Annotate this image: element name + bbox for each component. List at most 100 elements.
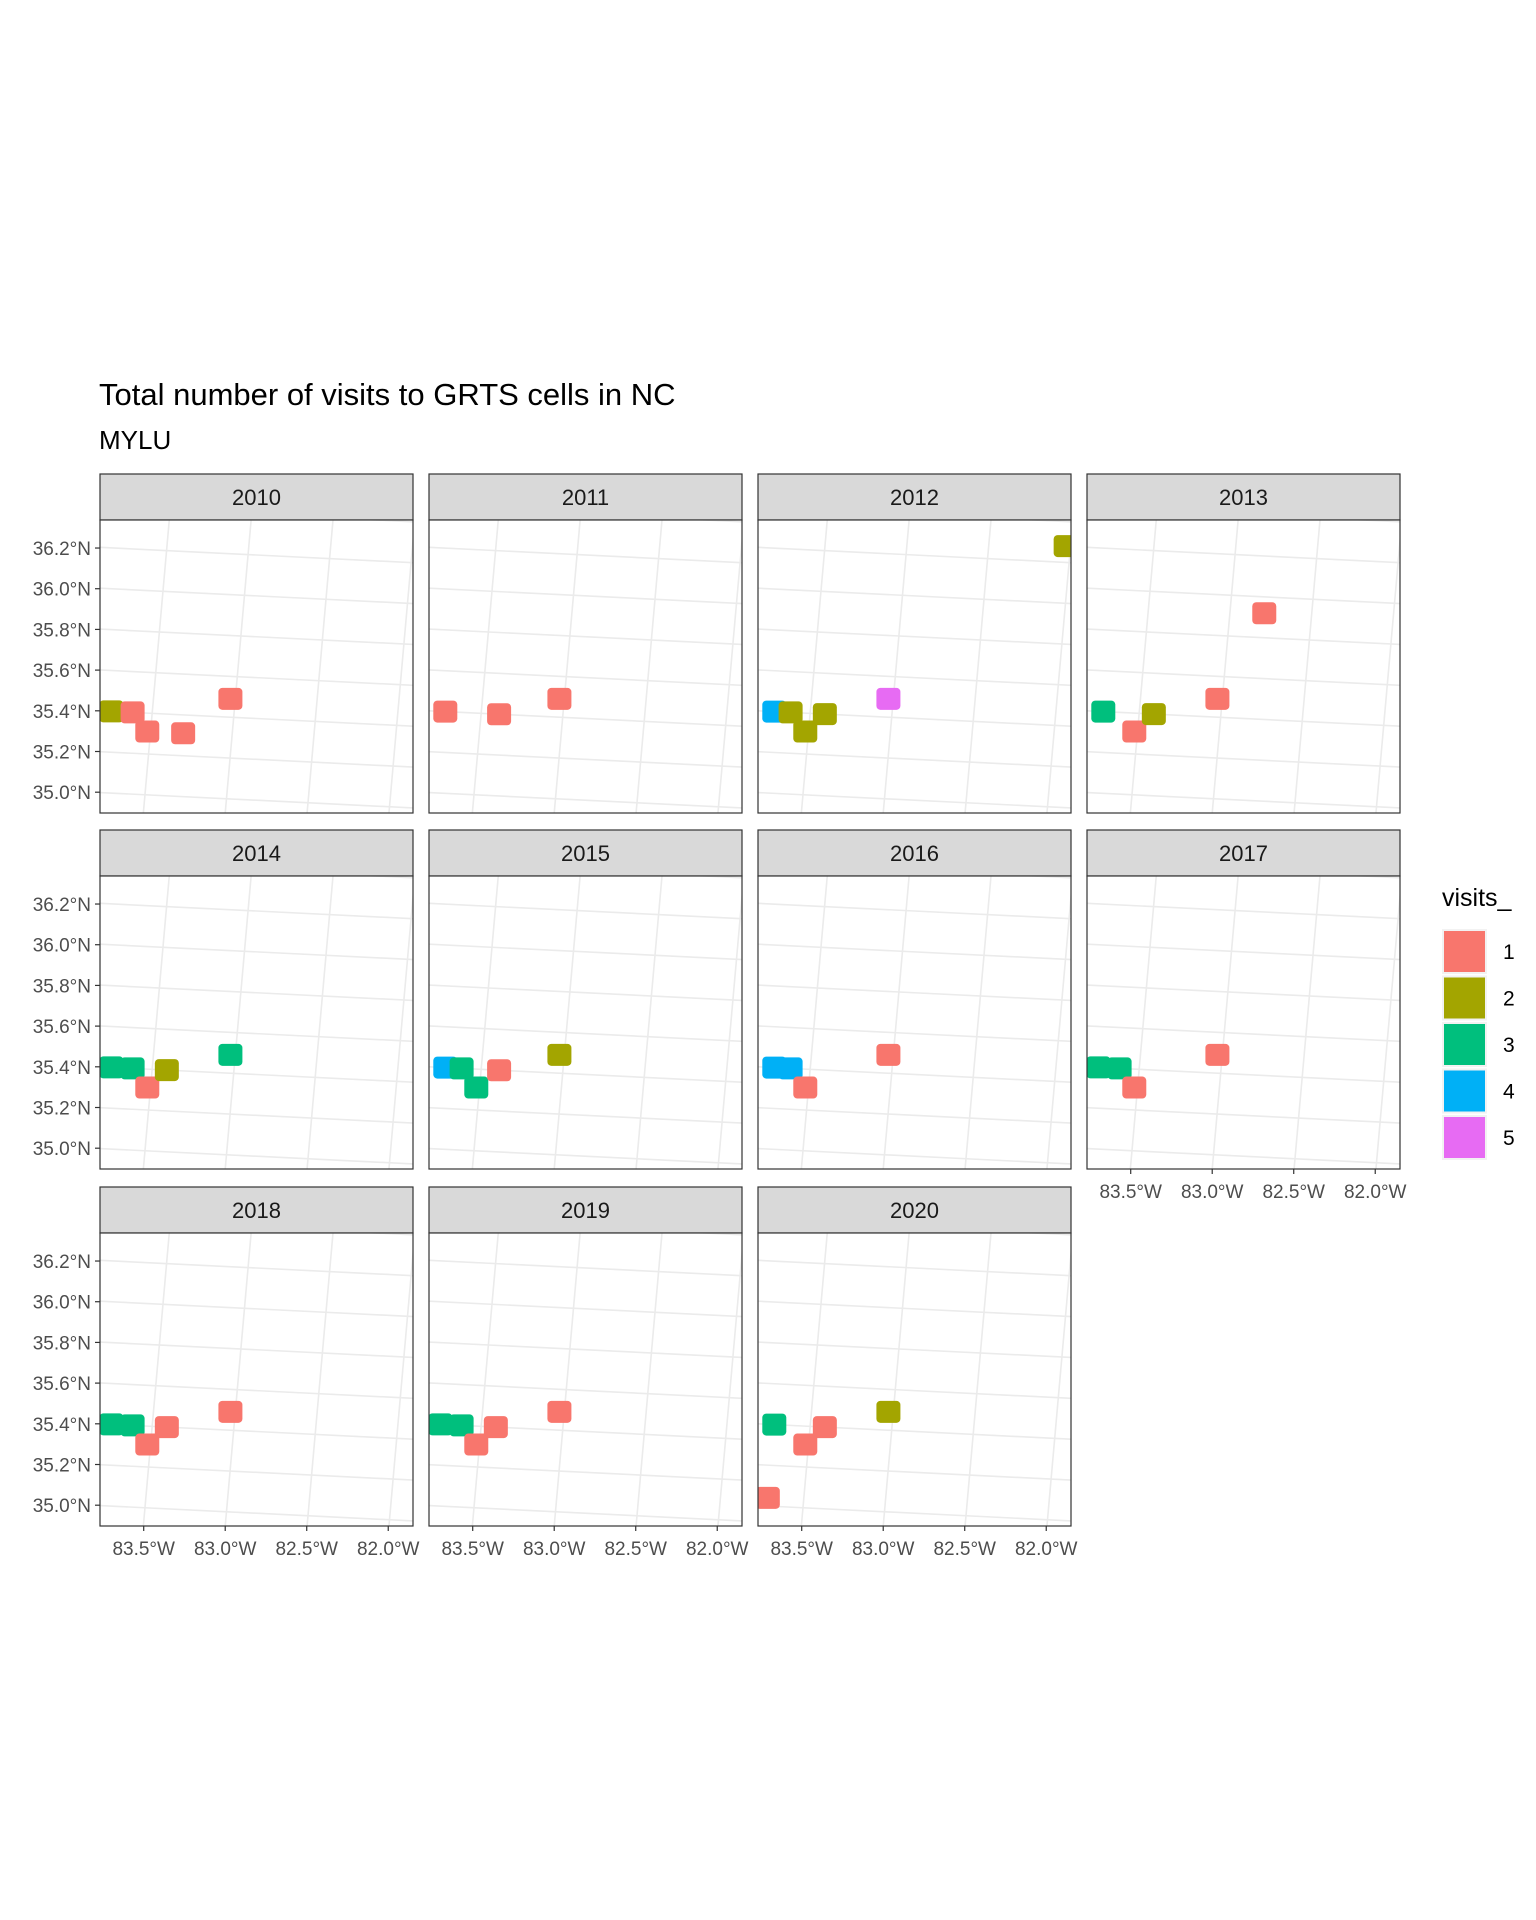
grid-line-lat [429, 1147, 742, 1165]
grid-line-lat [100, 750, 413, 768]
panel-border [99, 875, 414, 1170]
facet-panel-2014: 2014 35.0°N 35.2°N 35.4°N 35.6°N 35.8°N 36.0°N… [33, 829, 414, 1170]
grts-cell [758, 1486, 780, 1509]
grid-line-lat [1087, 791, 1400, 809]
y-tick-label: 35.4°N [33, 702, 91, 723]
cells [433, 687, 572, 726]
grid-line-lat [429, 1025, 742, 1043]
x-tick-label: 83.5°W [770, 1539, 833, 1560]
grid-line-lat [100, 628, 413, 646]
graticule [758, 520, 1071, 813]
grid-line-lat [429, 902, 742, 920]
grid-line-lon [1046, 888, 1071, 1169]
grid-line-lat [429, 587, 742, 605]
legend-key [1444, 931, 1485, 972]
legend-key [1444, 1024, 1485, 1065]
grts-cell [171, 722, 196, 745]
grts-cell [793, 1433, 818, 1456]
facet-strip [99, 829, 414, 877]
grid-line-lat [100, 1147, 413, 1165]
legend-label: 5 [1503, 1127, 1515, 1150]
grts-cell [547, 1400, 572, 1423]
grid-line-lat [1087, 669, 1400, 687]
grid-line-lon [306, 520, 334, 813]
grid-line-lat [1087, 628, 1400, 646]
grid-line-lon [635, 1233, 663, 1526]
grid-line-lat [100, 587, 413, 605]
y-tick-label: 35.2°N [33, 1456, 91, 1477]
grts-cell [1122, 720, 1147, 743]
chart-title: Total number of visits to GRTS cells in … [99, 377, 676, 412]
facet-panel-2010: 2010 35.0°N 35.2°N 35.4°N 35.6°N 35.8°N 36.0°N… [33, 473, 414, 814]
facet-strip-label: 2020 [890, 1198, 939, 1223]
y-tick-label: 35.8°N [33, 976, 91, 997]
y-tick-label: 35.0°N [33, 783, 91, 804]
panel-border [1086, 519, 1401, 814]
grid-line-lat [758, 1259, 1071, 1277]
grid-line-lat [1087, 1147, 1400, 1165]
grid-line-lon [388, 532, 413, 813]
grid-line-lon [471, 1233, 500, 1526]
grts-cell [100, 700, 124, 723]
facet-strip [99, 473, 414, 521]
x-tick-label: 82.0°W [357, 1539, 420, 1560]
graticule [1087, 876, 1400, 1169]
legend-title: visits_ [1442, 884, 1513, 912]
panel-border [428, 519, 743, 814]
cells [1091, 602, 1277, 743]
facet-strip-label: 2018 [232, 1198, 281, 1223]
x-tick-label: 83.0°W [852, 1539, 915, 1560]
y-tick-label: 36.0°N [33, 936, 91, 957]
grid-line-lon [1129, 876, 1158, 1169]
grid-line-lon [717, 888, 742, 1169]
grid-line-lon [142, 520, 171, 813]
y-tick-label: 35.6°N [33, 661, 91, 682]
x-tick-label: 82.0°W [1344, 1182, 1407, 1203]
grts-cell [1205, 1043, 1230, 1066]
facet-strip [1086, 473, 1401, 521]
grts-cell [120, 1414, 145, 1437]
cells [100, 1400, 243, 1456]
grid-line-lon [800, 876, 829, 1169]
grts-cell [1205, 687, 1230, 710]
grid-line-lon [1211, 520, 1239, 813]
grid-line-lat [100, 546, 413, 564]
grid-line-lat [758, 669, 1071, 687]
grid-line-lon [800, 520, 829, 813]
grid-line-lat [100, 984, 413, 1002]
legend-label: 1 [1503, 941, 1515, 964]
grts-cell [547, 687, 572, 710]
grid-line-lat [758, 1382, 1071, 1400]
grid-line-lon [717, 1245, 742, 1526]
grts-cell [487, 703, 512, 726]
grid-line-lon [964, 1233, 992, 1526]
grid-line-lat [100, 1259, 413, 1277]
grid-line-lat [429, 1382, 742, 1400]
graticule [758, 876, 1071, 1169]
grid-line-lon [882, 520, 910, 813]
grts-cell [100, 1413, 124, 1436]
cells [758, 1400, 901, 1509]
grid-line-lat [429, 1259, 742, 1277]
graticule [429, 876, 742, 1169]
grid-line-lat [1087, 750, 1400, 768]
grid-line-lon [224, 520, 252, 813]
grid-line-lat [1087, 587, 1400, 605]
grid-line-lat [758, 1300, 1071, 1318]
grid-line-lat [1087, 984, 1400, 1002]
y-tick-label: 35.8°N [33, 1333, 91, 1354]
grid-line-lat [758, 587, 1071, 605]
y-tick-label: 35.2°N [33, 1099, 91, 1120]
cells [762, 1043, 901, 1099]
grts-cell [464, 1433, 489, 1456]
facet-panel-2019: 2019 83.5°W 83.0°W 82.5°W 82.0°W [428, 1186, 749, 1560]
grid-line-lat [100, 1106, 413, 1124]
panel-border [757, 875, 1072, 1170]
panel-border [428, 1232, 743, 1527]
grid-line-lon [224, 1233, 252, 1526]
grid-line-lat [758, 628, 1071, 646]
grts-cell [1141, 703, 1166, 726]
grid-line-lon [1046, 1245, 1071, 1526]
y-tick-label: 35.0°N [33, 1496, 91, 1517]
grid-line-lat [429, 669, 742, 687]
